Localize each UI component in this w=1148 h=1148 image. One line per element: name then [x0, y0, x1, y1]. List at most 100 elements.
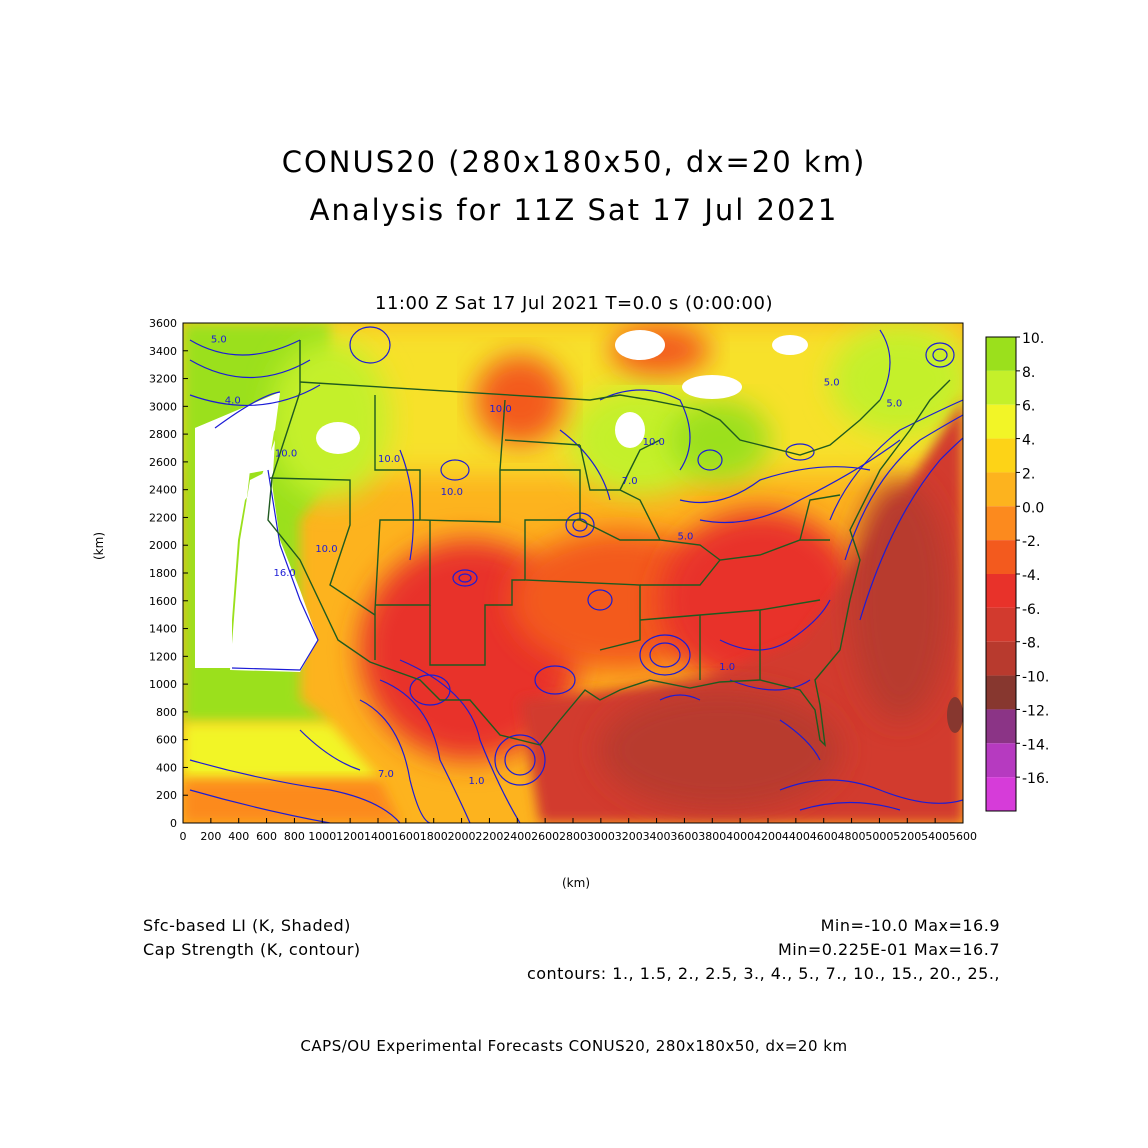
colorbar-swatch — [986, 607, 1016, 642]
y-tick-label: 2800 — [149, 428, 177, 441]
x-tick-label: 3200 — [615, 830, 643, 843]
contour-label: 5.0 — [824, 378, 840, 389]
colorbar-label: 6. — [1022, 399, 1035, 415]
x-tick-label: 1200 — [336, 830, 364, 843]
x-tick-label: 4600 — [810, 830, 838, 843]
y-tick-label: 400 — [156, 761, 177, 774]
colorbar-label: -16. — [1022, 771, 1049, 787]
cap-strength-contours — [189, 326, 963, 823]
colorbar-label: -12. — [1022, 703, 1049, 719]
colorbar-label: -14. — [1022, 737, 1049, 753]
colorbar-swatch — [986, 472, 1016, 507]
y-tick-label: 2200 — [149, 511, 177, 524]
time-subtitle: 11:00 Z Sat 17 Jul 2021 T=0.0 s (0:00:00… — [375, 293, 773, 314]
x-tick-label: 2200 — [475, 830, 503, 843]
x-tick-label: 0 — [180, 830, 187, 843]
stats-right-2: Min=0.225E-01 Max=16.7 — [777, 940, 1000, 959]
x-tick-label: 3600 — [670, 830, 698, 843]
x-tick-label: 800 — [284, 830, 305, 843]
colorbar-label: -8. — [1022, 636, 1040, 652]
y-axis-label: (km) — [92, 531, 106, 560]
y-tick-label: 600 — [156, 734, 177, 747]
colorbar-swatch — [986, 540, 1016, 574]
contour-label: 7.0 — [378, 769, 394, 780]
state-boundaries — [267, 340, 951, 747]
y-tick-label: 1400 — [149, 623, 177, 636]
contour-label: 4.0 — [225, 396, 241, 407]
colorbar-swatch — [986, 641, 1016, 676]
y-tick-label: 1800 — [149, 567, 177, 580]
shaded-li-field — [183, 323, 963, 823]
x-tick-label: 2000 — [448, 830, 476, 843]
contour-label: 1.0 — [719, 662, 735, 673]
x-tick-label: 4000 — [726, 830, 754, 843]
contour-label: 1.0 — [469, 776, 485, 787]
colorbar-swatch — [986, 506, 1016, 541]
colorbar-label: -6. — [1022, 602, 1040, 618]
x-axis: 0 200 400 600 800 1000 1200 1400 1600 1800 2000 220… — [180, 818, 977, 843]
y-axis: 0 200 400 600 800 1000 1200 1400 1600 1800 2000 220… — [149, 317, 188, 830]
stats-left-1: Sfc-based LI (K, Shaded) — [143, 916, 351, 935]
y-tick-label: 200 — [156, 789, 177, 802]
title-line-1: CONUS20 (280x180x50, dx=20 km) — [281, 145, 867, 179]
colorbar-label: 8. — [1022, 365, 1035, 381]
colorbar-swatch — [986, 404, 1016, 439]
x-tick-label: 1800 — [420, 830, 448, 843]
contour-label: 10.0 — [315, 544, 337, 555]
x-tick-label: 3000 — [587, 830, 615, 843]
colorbar-label: 0.0 — [1022, 500, 1044, 516]
x-tick-label: 4400 — [782, 830, 810, 843]
colorbar-swatch — [986, 709, 1016, 744]
y-tick-label: 3600 — [149, 317, 177, 330]
x-tick-label: 2400 — [503, 830, 531, 843]
colorbar-swatch — [986, 777, 1016, 811]
y-tick-label: 1600 — [149, 595, 177, 608]
colorbar-label: 10. — [1022, 331, 1044, 347]
colorbar-swatch — [986, 438, 1016, 473]
contour-label: 10.0 — [489, 404, 511, 415]
color-bar: 10. 8. 6. 4. 2. 0.0 -2. -4. -6. -8. -10. -12. -14. -1… — [985, 331, 1049, 812]
contour-label: 10.0 — [275, 448, 297, 459]
x-axis-label: (km) — [562, 876, 591, 890]
y-tick-label: 0 — [170, 817, 177, 830]
y-tick-label: 1200 — [149, 650, 177, 663]
y-tick-label: 1000 — [149, 678, 177, 691]
x-tick-label: 600 — [256, 830, 277, 843]
title-line-2: Analysis for 11Z Sat 17 Jul 2021 — [309, 193, 839, 227]
x-tick-label: 4200 — [754, 830, 782, 843]
colorbar-swatch — [986, 574, 1016, 608]
y-tick-label: 3200 — [149, 373, 177, 386]
y-tick-label: 3000 — [149, 400, 177, 413]
x-tick-label: 1400 — [364, 830, 392, 843]
y-tick-label: 800 — [156, 706, 177, 719]
stats-right-1: Min=-10.0 Max=16.9 — [820, 916, 1000, 935]
contour-label: 5.0 — [886, 398, 902, 409]
y-tick-label: 2400 — [149, 484, 177, 497]
x-tick-label: 1600 — [392, 830, 420, 843]
colorbar-label: 2. — [1022, 466, 1035, 482]
x-tick-label: 3400 — [643, 830, 671, 843]
colorbar-label: -2. — [1022, 534, 1040, 550]
colorbar-swatch — [986, 743, 1016, 778]
colorbar-label: -10. — [1022, 670, 1049, 686]
colorbar-label: 4. — [1022, 433, 1035, 449]
x-tick-label: 4800 — [838, 830, 866, 843]
x-tick-label: 5400 — [921, 830, 949, 843]
colorbar-label: -4. — [1022, 568, 1040, 584]
colorbar-swatch — [986, 337, 1016, 371]
contour-label: 5.0 — [211, 334, 227, 345]
colorbar-swatch — [986, 370, 1016, 405]
contour-label: 10.0 — [643, 437, 665, 448]
contour-label: 10.0 — [441, 487, 463, 498]
colorbar-swatch — [986, 675, 1016, 710]
y-tick-label: 2000 — [149, 539, 177, 552]
x-tick-label: 1000 — [308, 830, 336, 843]
x-tick-label: 400 — [228, 830, 249, 843]
contour-labels: 5.0 4.0 10.0 16.0 10.0 10.0 10.0 10.0 10.0 7.0 5.0… — [211, 334, 902, 787]
contour-levels: contours: 1., 1.5, 2., 2.5, 3., 4., 5., … — [526, 964, 1000, 983]
y-tick-label: 3400 — [149, 345, 177, 358]
stats-left-2: Cap Strength (K, contour) — [143, 940, 361, 959]
contour-label: 10.0 — [378, 454, 400, 465]
y-tick-label: 2600 — [149, 456, 177, 469]
